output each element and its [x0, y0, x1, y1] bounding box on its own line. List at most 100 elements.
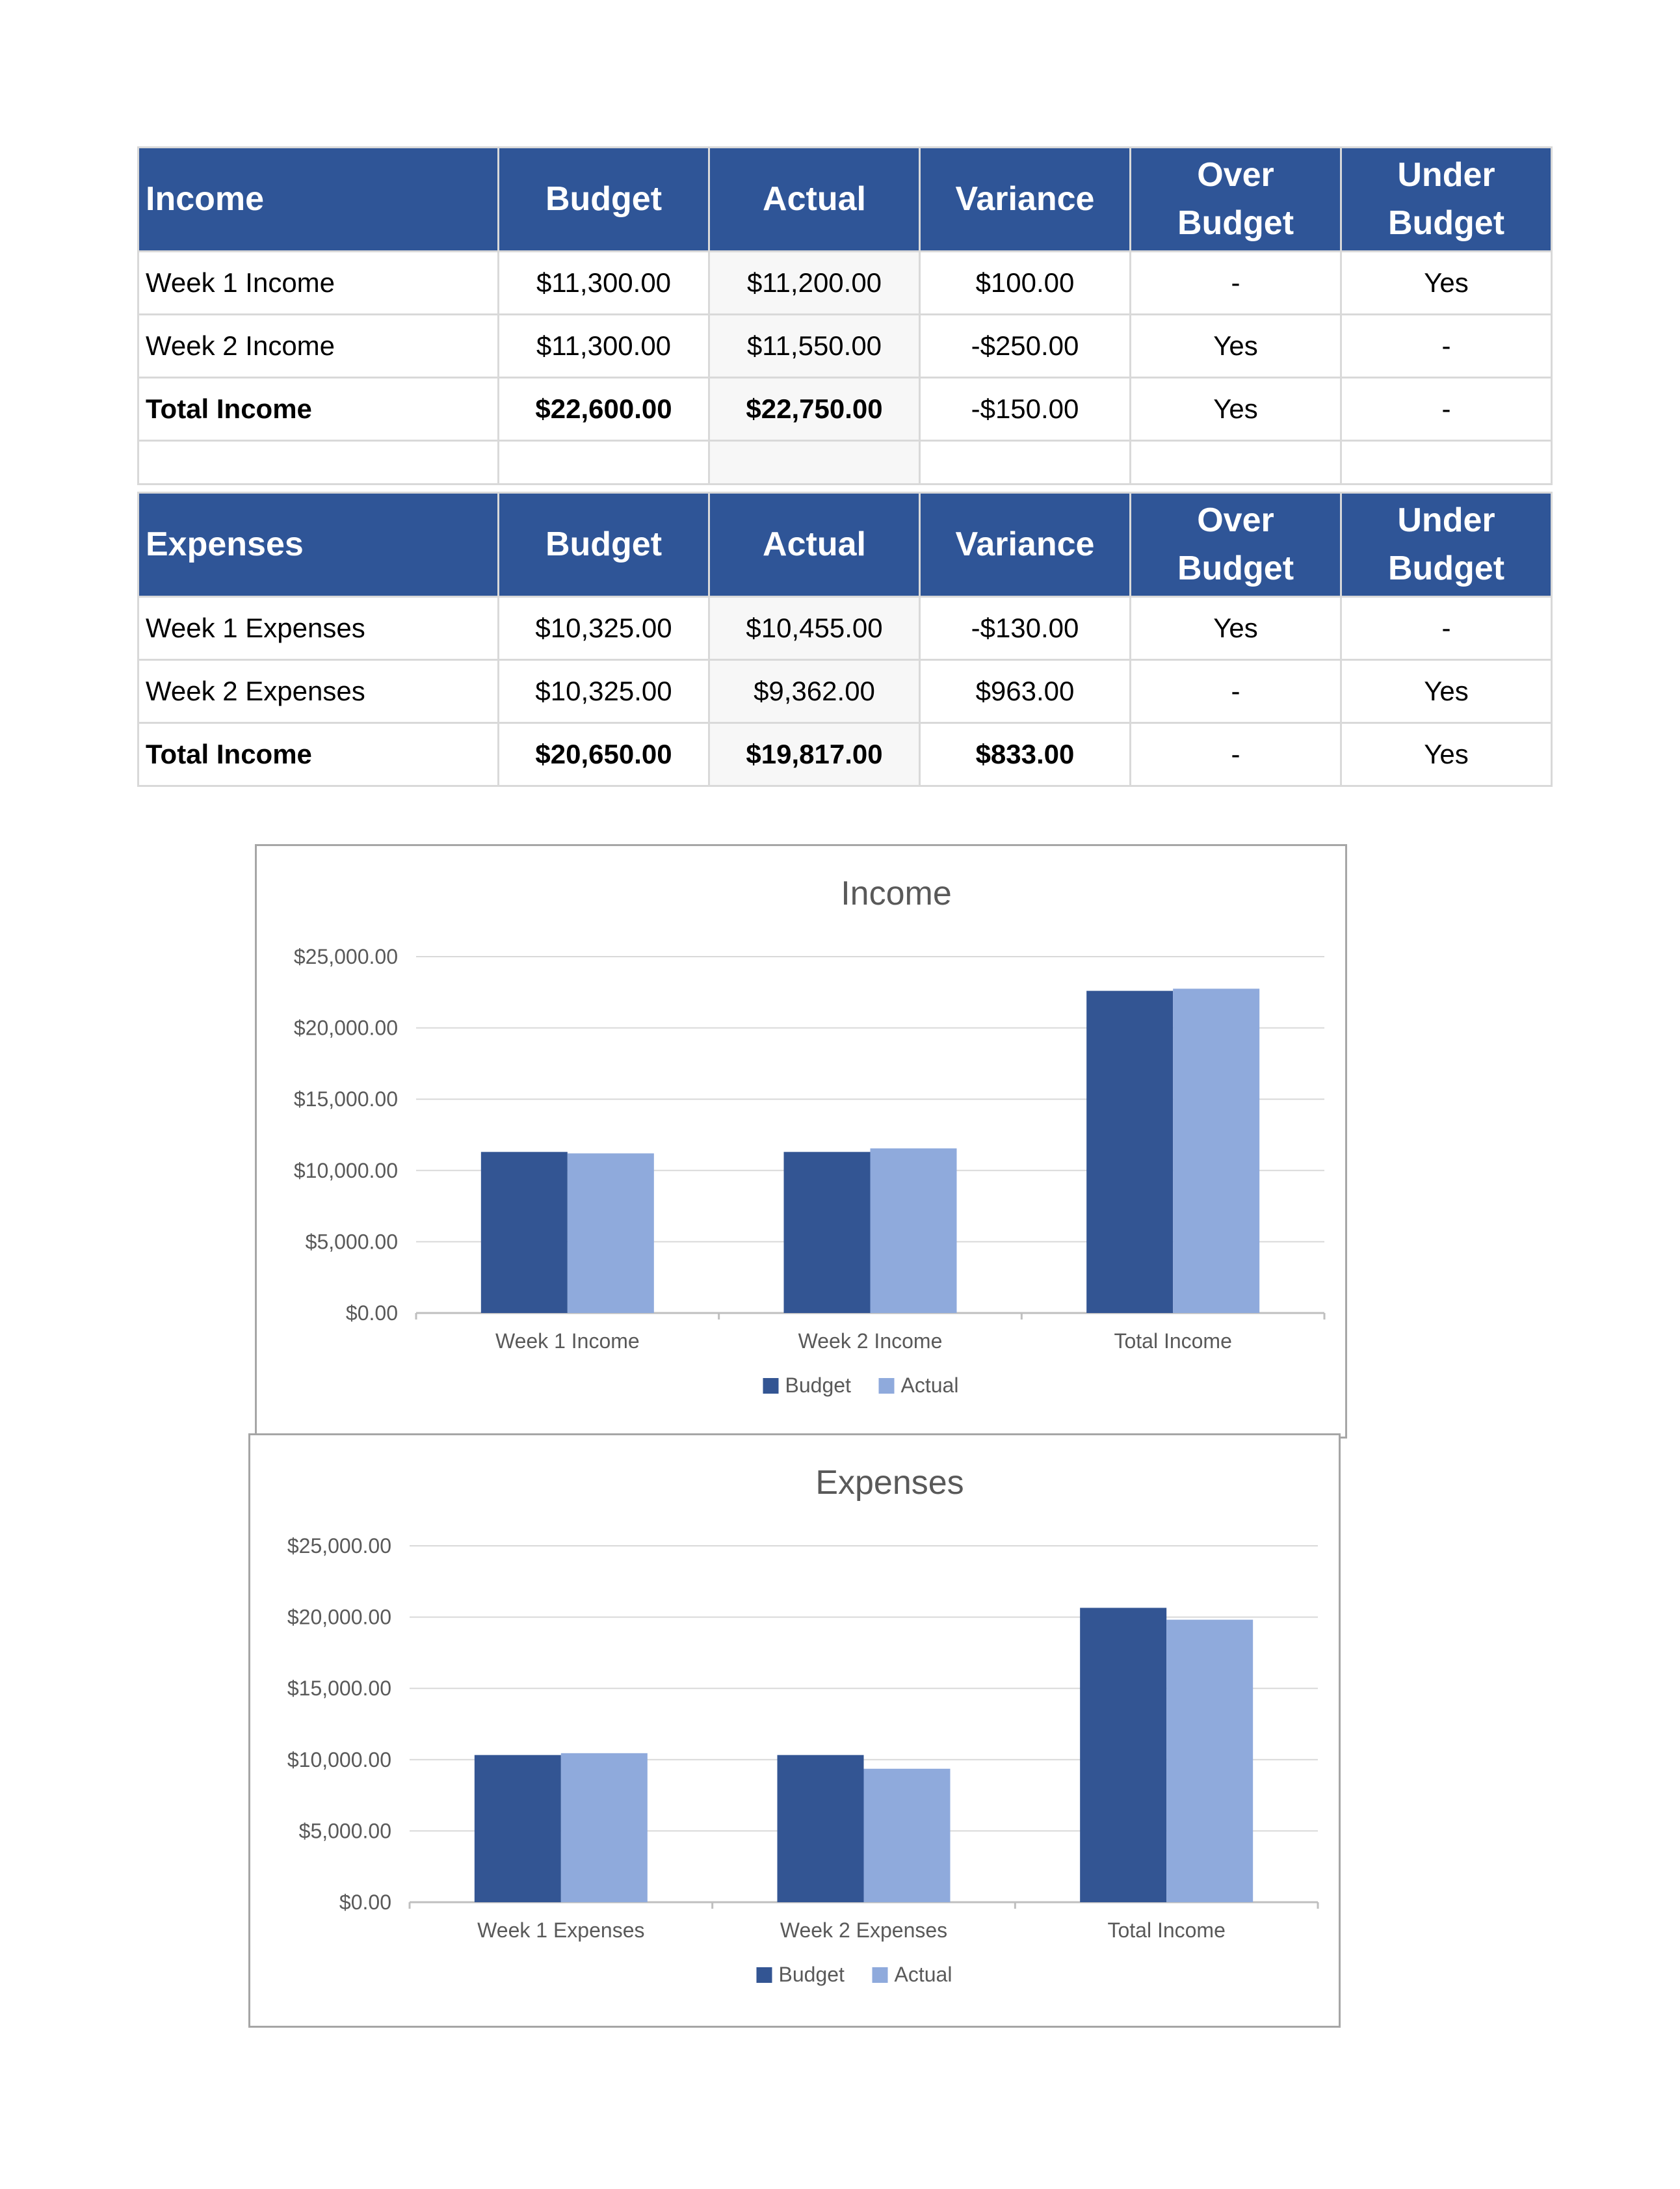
total-variance-cell: $833.00 — [919, 722, 1131, 787]
under-budget-cell: - — [1340, 596, 1553, 661]
expenses-chart: Expenses $0.00 $5,000.00 $10,000.00 $15,000.… — [248, 1433, 1341, 2028]
total-row: Total Income $22,600.00 $22,750.00 -$150… — [137, 377, 1553, 442]
legend-swatch-actual — [872, 1967, 888, 1983]
y-tick-label: $20,000.00 — [287, 1606, 391, 1629]
total-label: Total Income — [137, 377, 499, 442]
over-budget-cell: - — [1129, 250, 1342, 315]
legend-swatch-budget — [763, 1378, 779, 1394]
total-label: Total Income — [137, 722, 499, 787]
header-variance: Variance — [919, 146, 1131, 252]
y-tick-label: $15,000.00 — [294, 1087, 398, 1111]
y-tick-label: $10,000.00 — [294, 1159, 398, 1182]
income-header-row: Income Budget Actual Variance Over Budget… — [137, 146, 1553, 252]
bar-actual-0 — [567, 1153, 654, 1313]
total-row: Total Income $20,650.00 $19,817.00 $833.… — [137, 722, 1553, 787]
variance-cell: $100.00 — [919, 250, 1131, 315]
bar-budget-1 — [783, 1152, 871, 1313]
y-tick-label: $10,000.00 — [287, 1748, 391, 1771]
y-tick-label: $5,000.00 — [299, 1819, 391, 1842]
legend-label-actual: Actual — [895, 1963, 952, 1986]
row-label: Week 1 Income — [137, 250, 499, 315]
legend-label-actual: Actual — [901, 1373, 959, 1397]
table-row: Week 1 Expenses $10,325.00 $10,455.00 -$… — [137, 596, 1553, 661]
row-label: Week 2 Income — [137, 313, 499, 378]
actual-cell: $11,550.00 — [708, 313, 921, 378]
bar-actual-2 — [1166, 1619, 1253, 1902]
total-budget-cell: $20,650.00 — [497, 722, 710, 787]
budget-cell: $11,300.00 — [497, 313, 710, 378]
bar-budget-0 — [480, 1152, 568, 1313]
spacer-row — [137, 440, 1553, 485]
expenses-chart-svg: Expenses $0.00 $5,000.00 $10,000.00 $15,000.… — [287, 1464, 1319, 1986]
header-income: Income — [137, 146, 499, 252]
header-budget: Budget — [497, 146, 710, 252]
actual-cell: $9,362.00 — [708, 659, 921, 724]
x-category-label: Week 1 Expenses — [477, 1918, 644, 1942]
bar-actual-1 — [870, 1148, 957, 1313]
variance-cell: -$130.00 — [919, 596, 1131, 661]
budget-cell: $10,325.00 — [497, 596, 710, 661]
y-tick-label: $15,000.00 — [287, 1677, 391, 1700]
actual-cell: $10,455.00 — [708, 596, 921, 661]
under-budget-cell: - — [1340, 313, 1553, 378]
income-chart: Income $0.00 $5,000.00 $10,000.00 $15,000.00… — [255, 844, 1347, 1439]
legend-label-budget: Budget — [779, 1963, 845, 1986]
table-row: Week 2 Expenses $10,325.00 $9,362.00 $96… — [137, 659, 1553, 724]
over-budget-cell: - — [1129, 659, 1342, 724]
header-actual: Actual — [708, 146, 921, 252]
total-over-budget-cell: - — [1129, 722, 1342, 787]
table-row: Week 1 Income $11,300.00 $11,200.00 $100… — [137, 250, 1553, 315]
legend-swatch-budget — [756, 1967, 772, 1983]
x-category-label: Total Income — [1114, 1329, 1231, 1353]
header-over-budget: Over Budget — [1129, 492, 1342, 598]
header-over-budget: Over Budget — [1129, 146, 1342, 252]
bar-budget-0 — [474, 1755, 561, 1902]
over-budget-cell: Yes — [1129, 596, 1342, 661]
total-budget-cell: $22,600.00 — [497, 377, 710, 442]
actual-cell: $11,200.00 — [708, 250, 921, 315]
header-under-budget: Under Budget — [1340, 492, 1553, 598]
expenses-table: Expenses Budget Actual Variance Over Budg… — [137, 492, 1553, 787]
under-budget-cell: Yes — [1340, 659, 1553, 724]
income-table: Income Budget Actual Variance Over Budget… — [137, 146, 1553, 485]
total-actual-cell: $22,750.00 — [708, 377, 921, 442]
bar-budget-2 — [1080, 1608, 1167, 1902]
budget-cell: $11,300.00 — [497, 250, 710, 315]
total-under-budget-cell: - — [1340, 377, 1553, 442]
row-label: Week 2 Expenses — [137, 659, 499, 724]
total-over-budget-cell: Yes — [1129, 377, 1342, 442]
total-under-budget-cell: Yes — [1340, 722, 1553, 787]
legend-label-budget: Budget — [785, 1373, 852, 1397]
x-category-label: Week 1 Income — [495, 1329, 640, 1353]
y-tick-label: $20,000.00 — [294, 1016, 398, 1040]
bar-actual-0 — [560, 1753, 648, 1902]
variance-cell: $963.00 — [919, 659, 1131, 724]
total-actual-cell: $19,817.00 — [708, 722, 921, 787]
y-tick-label: $0.00 — [346, 1301, 398, 1325]
over-budget-cell: Yes — [1129, 313, 1342, 378]
header-variance: Variance — [919, 492, 1131, 598]
header-budget: Budget — [497, 492, 710, 598]
x-category-label: Total Income — [1107, 1918, 1225, 1942]
total-variance-cell: -$150.00 — [919, 377, 1131, 442]
income-chart-svg: Income $0.00 $5,000.00 $10,000.00 $15,000.00… — [294, 875, 1326, 1397]
y-tick-label: $25,000.00 — [287, 1534, 391, 1558]
header-expenses: Expenses — [137, 492, 499, 598]
table-row: Week 2 Income $11,300.00 $11,550.00 -$25… — [137, 313, 1553, 378]
bar-actual-1 — [863, 1768, 951, 1902]
x-category-label: Week 2 Expenses — [780, 1918, 947, 1942]
header-under-budget: Under Budget — [1340, 146, 1553, 252]
bar-budget-2 — [1086, 990, 1174, 1313]
row-label: Week 1 Expenses — [137, 596, 499, 661]
expenses-header-row: Expenses Budget Actual Variance Over Budg… — [137, 492, 1553, 598]
under-budget-cell: Yes — [1340, 250, 1553, 315]
legend-swatch-actual — [878, 1378, 895, 1394]
y-tick-label: $5,000.00 — [306, 1230, 398, 1253]
header-actual: Actual — [708, 492, 921, 598]
variance-cell: -$250.00 — [919, 313, 1131, 378]
budget-cell: $10,325.00 — [497, 659, 710, 724]
x-category-label: Week 2 Income — [798, 1329, 943, 1353]
expenses-chart-title: Expenses — [815, 1464, 964, 1502]
bar-budget-1 — [777, 1755, 864, 1902]
y-tick-label: $25,000.00 — [294, 945, 398, 968]
